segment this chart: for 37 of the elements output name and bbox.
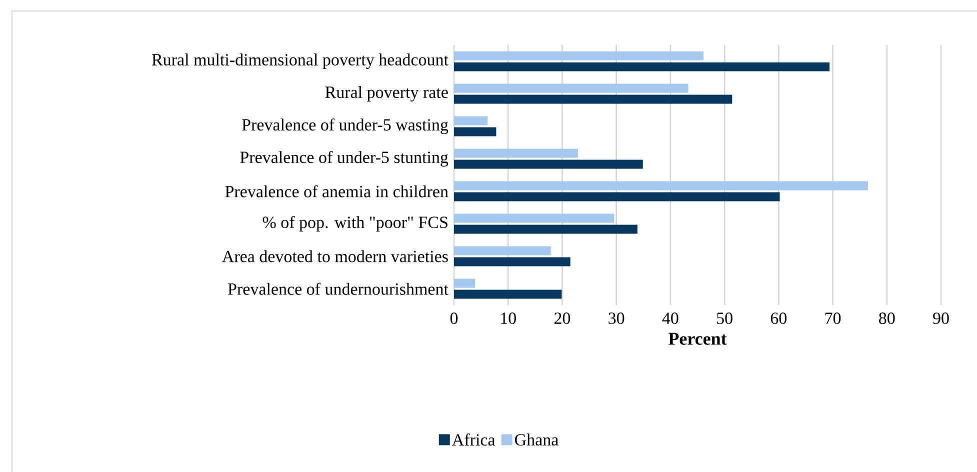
legend-label: Africa: [452, 433, 496, 446]
bar: [454, 148, 578, 158]
x-tick-label: 40: [662, 312, 678, 324]
x-tick-label: 90: [933, 312, 949, 324]
x-tick-label: 80: [879, 312, 895, 324]
legend-label: Ghana: [514, 434, 558, 446]
x-tick-label: 30: [608, 312, 624, 324]
bar: [454, 62, 830, 72]
x-tick-label: 0: [450, 312, 458, 324]
x-tick-label: 70: [825, 312, 841, 324]
bar: [454, 214, 614, 223]
y-tick-label: Prevalence of undernourishment: [228, 282, 448, 295]
y-tick-label: % of pop. with "poor" FCS: [262, 216, 448, 232]
bar: [454, 278, 476, 288]
y-tick-label: Prevalence of anemia in children: [225, 185, 448, 198]
x-tick-label: 60: [770, 312, 787, 324]
bar: [454, 84, 688, 93]
x-tick-label: 50: [717, 312, 732, 324]
bar: [454, 94, 732, 104]
y-tick-label: Area devoted to modern varieties: [222, 250, 448, 262]
bar: [454, 224, 638, 234]
x-tick-label: 10: [501, 312, 516, 324]
y-tick-label: Prevalence of under-5 wasting: [242, 118, 448, 134]
bar: [454, 116, 488, 126]
bar: [454, 181, 868, 190]
y-tick-label: Prevalence of under-5 stunting: [240, 150, 448, 167]
bar: [454, 160, 643, 169]
y-tick-label: Rural multi-dimensional poverty headcount: [152, 54, 448, 69]
bar: [454, 51, 704, 60]
x-axis-title: Percent: [668, 332, 727, 345]
bar: [454, 246, 551, 256]
bar: [454, 127, 496, 136]
bar: [454, 290, 562, 299]
y-tick-label: Rural poverty rate: [325, 86, 448, 102]
bar: [454, 192, 780, 202]
x-tick-label: 20: [554, 312, 570, 324]
bar: [454, 257, 570, 266]
